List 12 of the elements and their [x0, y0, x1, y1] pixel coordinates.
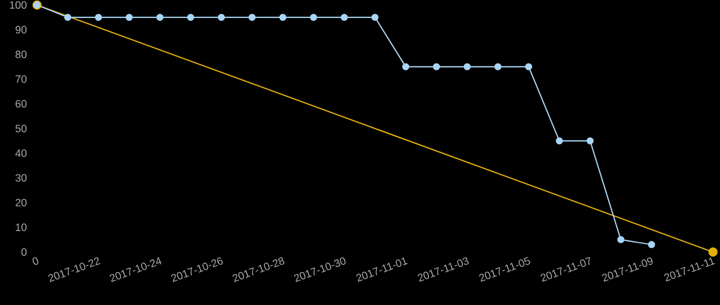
- y-tick-label: 0: [21, 248, 27, 256]
- y-tick-label: 40: [15, 149, 27, 157]
- y-tick-label: 20: [16, 198, 27, 206]
- y-tick-label: 70: [16, 75, 27, 83]
- y-tick-label: 30: [15, 174, 27, 182]
- y-tick-label: 50: [16, 124, 27, 132]
- y-tick-label: 10: [16, 224, 27, 232]
- x-tick-label: 0: [32, 257, 38, 265]
- y-tick-label: 80: [16, 50, 27, 58]
- y-tick-label: 60: [16, 100, 27, 108]
- y-tick-label: 90: [16, 26, 27, 34]
- y-tick-label: 100: [10, 1, 27, 9]
